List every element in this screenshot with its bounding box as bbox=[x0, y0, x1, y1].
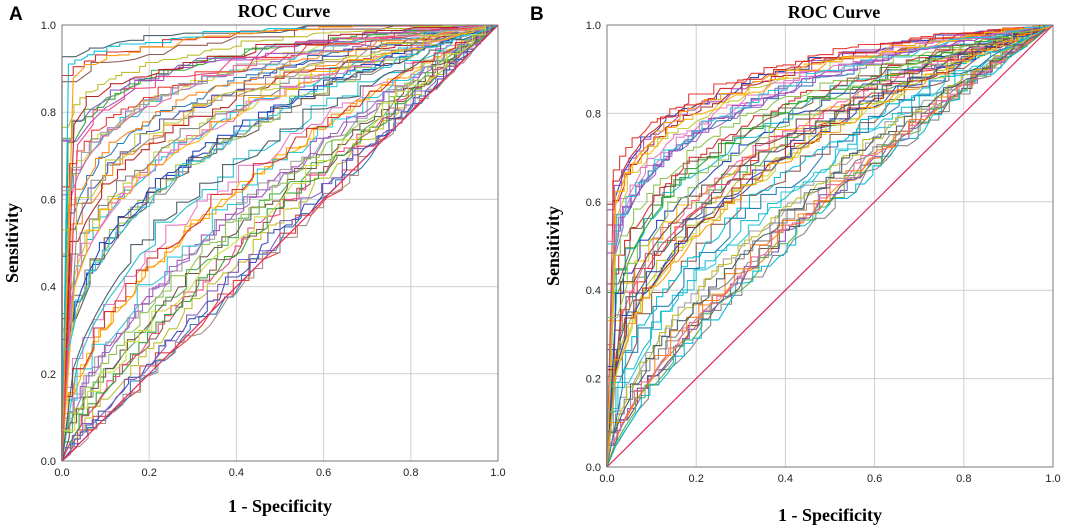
roc-curve-series bbox=[606, 24, 1054, 468]
y-tick-label: 0.6 bbox=[586, 197, 601, 209]
x-tick-label: 1.0 bbox=[1045, 473, 1060, 485]
roc-curve-series bbox=[606, 24, 1053, 468]
roc-curve-series bbox=[61, 24, 498, 462]
chart-title: ROC Curve bbox=[788, 2, 881, 22]
roc-curve-series bbox=[606, 24, 1054, 467]
reference-diagonal-line bbox=[61, 24, 499, 462]
roc-curve-series bbox=[61, 24, 498, 462]
roc-curve-series bbox=[61, 24, 498, 461]
roc-chart-b: 0.0 0.2 0.4 0.6 0.8 1.0 0.0 0.2 0.4 0.6 0.8 1.0 ROC … bbox=[543, 2, 1061, 525]
y-tick-label: 0.0 bbox=[41, 456, 56, 468]
y-tick-label: 0.8 bbox=[41, 107, 56, 119]
y-axis-label: Sensitivity bbox=[2, 203, 22, 283]
roc-curve-series bbox=[61, 24, 498, 462]
x-axis-label: 1 - Specificity bbox=[778, 505, 882, 525]
roc-curve-series bbox=[606, 24, 1053, 467]
roc-curve-series bbox=[606, 24, 1054, 467]
roc-curve-series bbox=[606, 24, 1054, 467]
roc-curve-series bbox=[606, 24, 1053, 468]
roc-curve-series bbox=[606, 24, 1053, 467]
roc-curve-series bbox=[606, 24, 1054, 467]
roc-curve-series bbox=[61, 24, 498, 461]
roc-curve-series bbox=[606, 24, 1053, 467]
x-tick-label: 0.0 bbox=[54, 467, 69, 479]
x-tick-label: 0.8 bbox=[956, 473, 971, 485]
roc-curve-series bbox=[606, 24, 1054, 467]
roc-curve-series bbox=[61, 24, 498, 461]
roc-curve-series bbox=[61, 24, 498, 462]
x-tick-label: 0.6 bbox=[316, 467, 331, 479]
y-tick-label: 0.2 bbox=[41, 369, 56, 381]
plot-frame bbox=[61, 24, 499, 462]
roc-chart-a: 0.0 0.2 0.4 0.6 0.8 1.0 0.0 0.2 0.4 0.6 0.8 1.0 ROC … bbox=[2, 1, 506, 516]
plot-frame bbox=[606, 24, 1054, 468]
x-tick-label: 1.0 bbox=[490, 467, 505, 479]
roc-curve-series bbox=[61, 24, 499, 461]
roc-curve-series bbox=[606, 24, 1053, 468]
roc-curve-series bbox=[61, 24, 499, 462]
y-tick-label: 1.0 bbox=[586, 20, 601, 32]
roc-curve-series bbox=[61, 24, 499, 461]
roc-curve-series bbox=[61, 24, 498, 462]
x-tick-label: 0.0 bbox=[599, 473, 614, 485]
chart-title: ROC Curve bbox=[238, 1, 331, 21]
roc-curve-series bbox=[606, 24, 1054, 468]
roc-curve-series bbox=[61, 24, 498, 461]
y-tick-label: 0.8 bbox=[586, 108, 601, 120]
y-tick-label: 0.4 bbox=[586, 285, 601, 297]
roc-curve-series bbox=[606, 24, 1053, 468]
roc-curve-series bbox=[606, 24, 1053, 468]
x-tick-label: 0.8 bbox=[403, 467, 418, 479]
y-tick-label: 0.4 bbox=[41, 282, 56, 294]
roc-curve-series bbox=[61, 24, 498, 461]
roc-curve-series bbox=[606, 24, 1054, 467]
x-tick-label: 0.2 bbox=[142, 467, 157, 479]
roc-curve-series bbox=[606, 24, 1053, 468]
y-tick-label: 0.6 bbox=[41, 194, 56, 206]
roc-curve-series bbox=[61, 24, 498, 462]
roc-curve-series bbox=[61, 24, 499, 462]
roc-curve-series bbox=[61, 24, 498, 462]
x-tick-label: 0.4 bbox=[229, 467, 244, 479]
roc-curve-series bbox=[61, 24, 498, 461]
y-axis-label: Sensitivity bbox=[543, 206, 563, 286]
roc-curve-series bbox=[61, 24, 498, 462]
roc-curve-series bbox=[61, 24, 499, 462]
roc-curve-series bbox=[606, 24, 1054, 468]
roc-curve-series bbox=[61, 24, 499, 462]
roc-curve-series bbox=[606, 24, 1053, 467]
roc-curve-series bbox=[606, 24, 1053, 468]
roc-curve-series bbox=[61, 24, 499, 461]
reference-diagonal-line bbox=[606, 24, 1054, 468]
y-tick-label: 0.0 bbox=[586, 462, 601, 474]
roc-curve-series bbox=[61, 24, 499, 461]
x-tick-label: 0.6 bbox=[867, 473, 882, 485]
roc-curve-series bbox=[606, 24, 1054, 468]
y-tick-label: 1.0 bbox=[41, 20, 56, 32]
roc-curves bbox=[606, 24, 1054, 468]
roc-curve-series bbox=[61, 24, 498, 461]
roc-curve-series bbox=[61, 24, 499, 462]
roc-curve-series bbox=[61, 24, 498, 461]
y-tick-label: 0.2 bbox=[586, 374, 601, 386]
roc-curve-series bbox=[61, 24, 498, 461]
panel-letter-a: A bbox=[9, 4, 23, 25]
roc-curve-series bbox=[606, 24, 1053, 467]
panel-letter-b: B bbox=[530, 4, 544, 25]
x-tick-label: 0.2 bbox=[689, 473, 704, 485]
x-axis-label: 1 - Specificity bbox=[228, 496, 332, 516]
x-tick-label: 0.4 bbox=[778, 473, 793, 485]
